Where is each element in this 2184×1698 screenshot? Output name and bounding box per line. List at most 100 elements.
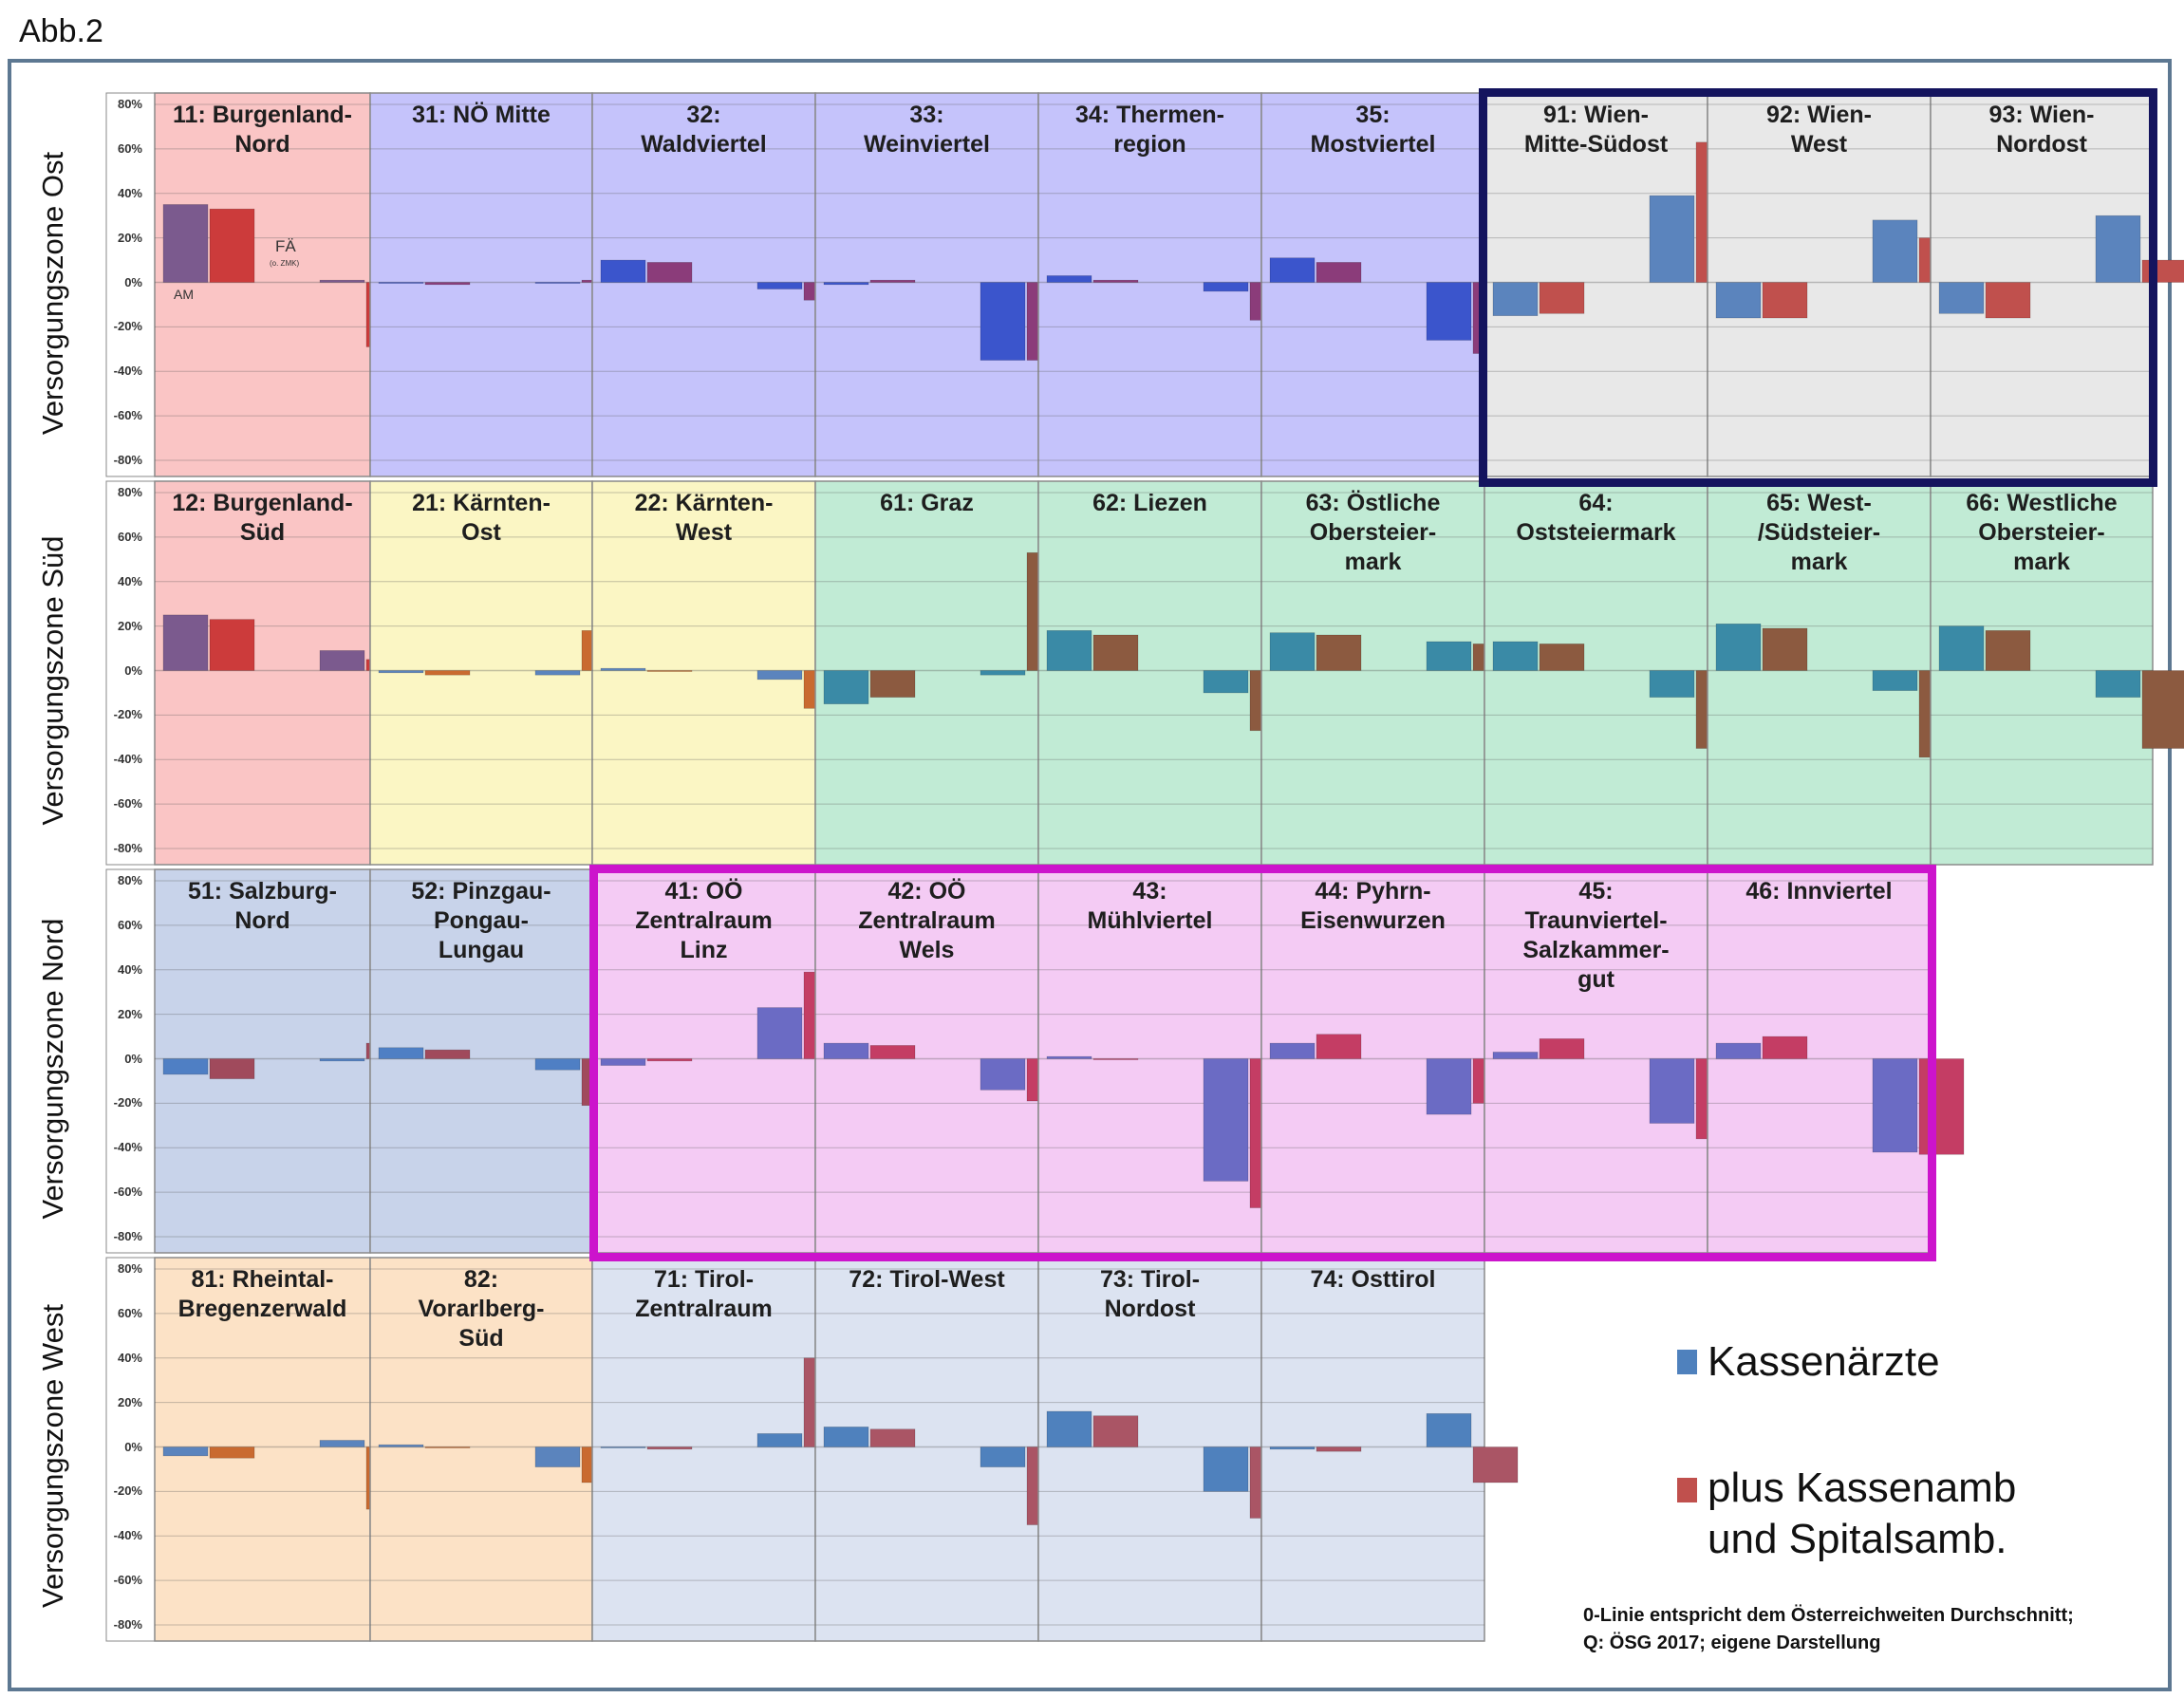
bar-am-plus-amb [869,1045,916,1059]
bar-am-plus-amb [1316,1034,1362,1059]
y-tick-label: 0% [124,1439,142,1454]
bar-fa-kassenaerzte [980,282,1026,361]
panel-title: 65: West- /Südsteier- mark [1757,490,1881,575]
bar-fa-kassenaerzte [756,1433,803,1447]
bar-am-kassenaerzte [1046,630,1092,671]
y-tick-label: -40% [113,364,142,379]
bar-am-plus-amb [1316,634,1362,671]
bar-am-kassenaerzte [1492,1052,1539,1059]
panel-title: 21: Kärnten- Ost [412,490,551,546]
axis-strip [105,480,156,866]
bar-am-plus-amb [424,670,471,676]
panel-title: 11: Burgenland- Nord [173,102,352,158]
panel-title: 22: Kärnten- West [634,490,774,546]
bar-am-plus-amb [646,1058,693,1062]
bar-am-plus-amb [209,619,255,671]
bar-am-kassenaerzte [1715,1042,1762,1059]
y-tick-label: 40% [117,961,142,977]
bar-fa-kassenaerzte [1872,1058,1918,1153]
y-tick-label: -80% [113,1617,142,1632]
bar-am-plus-amb [869,279,916,283]
bar-am-kassenaerzte [1046,1410,1092,1447]
bar-am-kassenaerzte [378,670,424,674]
bar-am-plus-amb [1092,634,1139,671]
figure-frame [8,59,2172,1691]
bar-am-kassenaerzte [378,1444,424,1447]
bar-am-kassenaerzte [1938,282,1985,314]
zone-label-west: Versorgungszone West [36,1304,69,1608]
y-tick-label: 60% [117,529,142,544]
panel-title: 41: OÖ Zentralraum Linz [635,878,773,963]
bar-am-plus-amb [1316,262,1362,283]
panel-title: 82: Vorarlberg- Süd [418,1266,545,1352]
annotation-fa-sub: (o. ZMK) [270,259,300,268]
y-tick-label: 60% [117,140,142,156]
bar-am-kassenaerzte [823,670,869,704]
bar-am-plus-amb [1092,1415,1139,1447]
bar-fa-plus-amb [2141,670,2184,749]
y-tick-label: 60% [117,1305,142,1320]
panel-title: 31: NÖ Mitte [412,102,551,128]
bar-fa-kassenaerzte [1872,670,1918,691]
bar-fa-kassenaerzte [319,650,365,671]
bar-fa-kassenaerzte [319,1058,365,1062]
bar-am-kassenaerzte [823,282,869,286]
bar-am-kassenaerzte [1269,257,1316,283]
y-tick-label: 40% [117,573,142,588]
zone-label-nord: Versorgungszone Nord [36,918,69,1220]
bar-am-kassenaerzte [1715,623,1762,671]
bar-am-kassenaerzte [1938,625,1985,671]
panel-title: 92: Wien- West [1766,102,1872,158]
zone-label-sued: Versorgungszone Süd [36,535,69,826]
bar-am-plus-amb [209,1446,255,1459]
bar-fa-kassenaerzte [2095,215,2141,283]
bar-am-plus-amb [209,208,255,283]
panel-title: 61: Graz [880,490,974,516]
bar-am-kassenaerzte [1492,641,1539,671]
panel-background [154,92,371,477]
bar-fa-plus-amb [1918,1058,1965,1155]
bar-am-plus-amb [1092,1058,1139,1060]
bar-am-plus-amb [1985,282,2031,319]
bar-fa-kassenaerzte [2095,670,2141,698]
panel-title: 33: Weinviertel [864,102,990,158]
axis-strip [105,92,156,477]
bar-fa-kassenaerzte [1203,1058,1249,1182]
y-tick-label: 60% [117,917,142,932]
y-tick-label: -20% [113,1095,142,1110]
bar-fa-plus-amb [2141,259,2184,283]
panel-title: 12: Burgenland- Süd [172,490,353,546]
bar-am-plus-amb [646,262,693,283]
bar-am-plus-amb [646,1446,693,1450]
annotation-am: AM [174,287,194,302]
panel-title: 72: Tirol-West [849,1266,1005,1293]
bar-am-plus-amb [1092,279,1139,283]
bar-fa-kassenaerzte [980,1446,1026,1467]
y-tick-label: 40% [117,1350,142,1365]
legend-label-kassen: Kassenärzte [1708,1338,1940,1385]
annotation-fa: FÄ [275,237,296,255]
bar-am-plus-amb [1316,1446,1362,1452]
panel-title: 93: Wien- Nordost [1988,102,2095,158]
y-tick-label: -60% [113,408,142,423]
panel-background [154,480,371,866]
bar-am-kassenaerzte [162,1058,209,1075]
y-tick-label: -20% [113,319,142,334]
legend-swatch-plus [1677,1478,1697,1502]
y-tick-label: -80% [113,1229,142,1243]
bar-am-kassenaerzte [823,1427,869,1447]
panel-title: 91: Wien- Mitte-Südost [1523,102,1669,158]
axis-strip [105,1257,156,1642]
panel-title: 52: Pinzgau- Pongau- Lungau [411,878,551,963]
bar-am-plus-amb [1985,630,2031,671]
axis-strip [105,868,156,1254]
bar-am-kassenaerzte [600,1446,646,1448]
bar-am-kassenaerzte [600,1058,646,1066]
bar-am-kassenaerzte [162,1446,209,1457]
panel-title: 32: Waldviertel [641,102,767,158]
y-tick-label: -40% [113,752,142,767]
bar-fa-kassenaerzte [534,670,581,676]
y-tick-label: 20% [117,1394,142,1409]
y-tick-label: -60% [113,1185,142,1200]
y-tick-label: -40% [113,1140,142,1155]
